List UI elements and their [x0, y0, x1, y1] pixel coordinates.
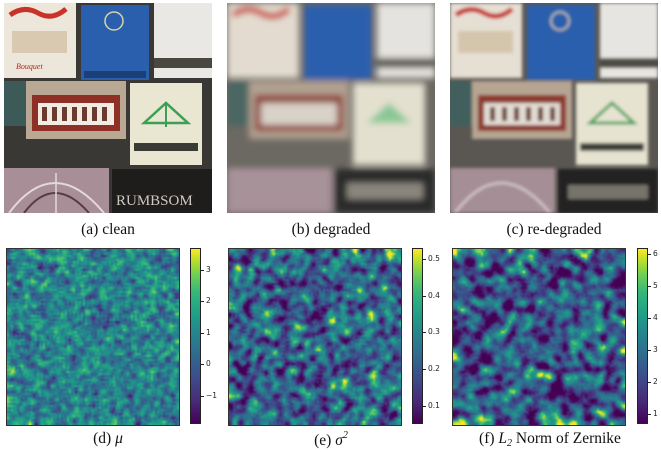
- colorbar-tick-mark: [648, 318, 651, 320]
- caption-f-prefix: (f): [479, 430, 495, 447]
- colorbar-tick-mark: [423, 295, 426, 297]
- clean-image: Bouquet RUMBSOM: [4, 3, 212, 213]
- photo-matchbooks-clean: Bouquet RUMBSOM: [4, 3, 212, 213]
- re-degraded-image: [450, 3, 658, 213]
- colorbar-sigma2: [412, 248, 423, 424]
- colorbar-tick-label: 2: [206, 296, 211, 306]
- colorbar-tick-label: 0: [206, 359, 211, 369]
- colorbar-tick-mark: [201, 364, 204, 366]
- heatmap-sigma2: [228, 248, 402, 426]
- caption-f-symbol: L: [498, 430, 508, 447]
- colorbar-tick-mark: [648, 414, 651, 416]
- caption-e-superscript: 2: [342, 430, 348, 441]
- colorbar-tick-label: 0.3: [428, 327, 440, 337]
- colorbar-tick-mark: [648, 350, 651, 352]
- colorbar-tick-label: 0.4: [428, 290, 440, 300]
- caption-a-prefix: (a): [81, 221, 99, 238]
- colorbar-tick-label: 4: [653, 313, 658, 323]
- colorbar-tick-mark: [648, 254, 651, 256]
- colorbar-tick-label: 3: [653, 345, 658, 355]
- colorbar-tick-mark: [648, 382, 651, 384]
- caption-f: (f) L2 Norm of Zernike: [440, 430, 660, 449]
- heatmap-mu: [6, 248, 180, 426]
- colorbar-tick-label: 0.2: [428, 364, 440, 373]
- colorbar-tick-mark: [201, 395, 204, 397]
- caption-e-prefix: (e): [314, 432, 332, 449]
- caption-f-text: Norm of Zernike: [515, 430, 621, 447]
- colorbar-tick-label: 1: [206, 327, 211, 337]
- caption-e: (e) σ2: [227, 430, 435, 450]
- caption-e-symbol: σ: [335, 432, 343, 449]
- colorbar-tick-label: 3: [206, 265, 211, 274]
- colorbar-tick-label: 6: [653, 249, 658, 259]
- caption-b: (b) degraded: [227, 221, 435, 239]
- heatmap-l2-canvas: [453, 249, 625, 425]
- colorbar-tick-mark: [201, 301, 204, 303]
- colorbar-tick-mark: [201, 332, 204, 334]
- colorbar-tick-label: −1: [206, 390, 218, 400]
- colorbar-l2-norm: [637, 248, 648, 424]
- colorbar-mu: [190, 248, 201, 424]
- caption-c-text: re-degraded: [527, 221, 602, 238]
- colorbar-tick-mark: [201, 270, 204, 271]
- photo-matchbooks-re-degraded: [450, 3, 658, 213]
- colorbar-tick-mark: [423, 405, 426, 407]
- colorbar-tick-label: 2: [653, 377, 658, 387]
- colorbar-tick-label: 1: [653, 409, 658, 419]
- colorbar-tick-label: 0.1: [428, 400, 440, 410]
- colorbar-tick-label: 0.5: [428, 254, 440, 263]
- photo-matchbooks-degraded: [227, 3, 435, 213]
- caption-d: (d) μ: [4, 430, 212, 448]
- colorbar-tick-mark: [423, 259, 426, 260]
- degraded-image: [227, 3, 435, 213]
- caption-a-text: clean: [102, 221, 135, 238]
- caption-a: (a) clean: [4, 221, 212, 239]
- colorbar-tick-label: 5: [653, 281, 658, 291]
- caption-d-prefix: (d): [93, 430, 112, 447]
- matchbook-script-text: Bouquet: [16, 62, 43, 71]
- caption-b-prefix: (b): [291, 221, 310, 238]
- heatmap-l2-norm: [452, 248, 626, 426]
- heatmap-sigma2-canvas: [229, 249, 401, 425]
- matchbook-bottom-text: RUMBSOM: [116, 193, 193, 209]
- caption-f-subscript: 2: [507, 438, 513, 449]
- colorbar-tick-mark: [648, 286, 651, 288]
- colorbar-tick-mark: [423, 332, 426, 334]
- caption-b-text: degraded: [313, 221, 371, 238]
- caption-c: (c) re-degraded: [450, 221, 658, 239]
- heatmap-mu-canvas: [7, 249, 179, 425]
- colorbar-tick-mark: [423, 369, 426, 370]
- caption-d-symbol: μ: [115, 430, 123, 447]
- caption-c-prefix: (c): [506, 221, 524, 238]
